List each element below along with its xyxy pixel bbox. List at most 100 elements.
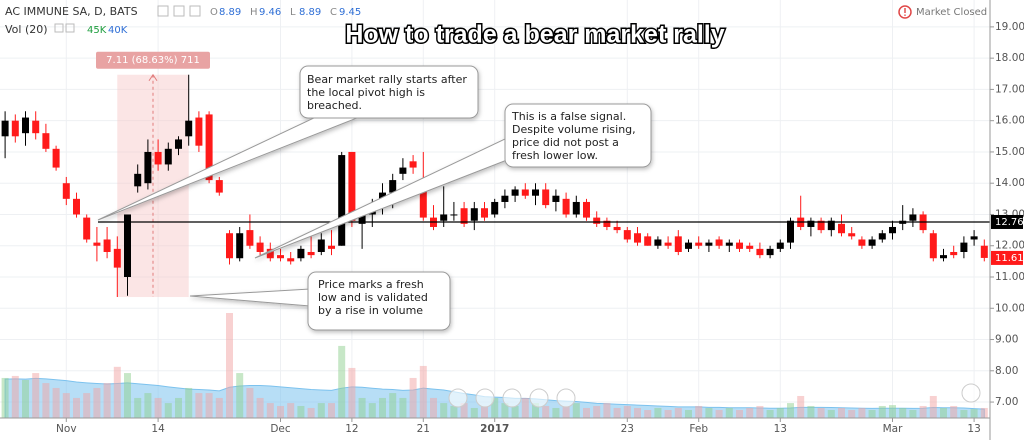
candle-body: [766, 248, 774, 256]
candle-body: [256, 242, 264, 252]
ohlc-legend: O 8.89 H 9.46 L 8.89 C 9.45: [210, 7, 361, 18]
volume-bar: [970, 409, 978, 418]
candle-body: [542, 189, 550, 206]
volume-bar: [817, 407, 825, 418]
candle-body: [450, 214, 458, 216]
nav-button[interactable]: [556, 388, 576, 408]
symbol: AC IMMUNE SA, D, BATS: [5, 5, 138, 18]
volume-bar: [409, 377, 417, 418]
candle-body: [603, 220, 611, 227]
status-icon: [898, 5, 912, 19]
callout-text: Price marks a fresh: [318, 278, 424, 291]
volume-value: 45K: [87, 25, 107, 36]
icon[interactable]: [54, 23, 64, 33]
nav-buttons[interactable]: [448, 383, 981, 408]
candles: [1, 74, 988, 298]
volume-bar: [797, 395, 805, 418]
volume-bar: [725, 407, 733, 418]
candle-body: [317, 239, 325, 252]
ohlc-value: 8.89: [299, 7, 321, 18]
candle-body: [22, 117, 29, 134]
candle-body: [807, 220, 815, 227]
candle-body: [746, 245, 754, 249]
nav-button[interactable]: [502, 388, 522, 408]
nav-button[interactable]: [448, 388, 468, 408]
volume-bar: [552, 407, 560, 418]
nav-button[interactable]: [529, 388, 549, 408]
volume-bar: [868, 409, 876, 418]
volume-bar: [766, 409, 774, 418]
candle-body: [562, 198, 570, 215]
volume-bar: [756, 405, 764, 418]
candle-body: [358, 214, 366, 224]
volume-bar: [266, 403, 274, 418]
volume-bar: [787, 403, 794, 418]
volume-bar: [827, 409, 835, 418]
volume-bar: [848, 409, 856, 418]
candle-body: [11, 120, 19, 137]
icon[interactable]: [173, 5, 185, 17]
icon[interactable]: [65, 23, 75, 33]
volume-bar: [664, 409, 672, 418]
y-tick-label: 18.00: [995, 52, 1024, 64]
header-icons[interactable]: [54, 5, 201, 33]
volume-bar: [11, 375, 19, 418]
candle-body: [1, 120, 9, 137]
volume-bar: [338, 345, 346, 418]
x-tick-label: 13: [967, 423, 980, 435]
volume-bar: [277, 405, 284, 418]
candle-body: [868, 239, 876, 246]
candle-body: [848, 233, 856, 237]
x-tick-label: Feb: [689, 423, 708, 435]
x-tick-label: Dec: [270, 423, 291, 435]
volume-bar: [521, 397, 529, 418]
ohlc-key: H: [250, 7, 258, 18]
candle-body: [154, 151, 162, 165]
volume-bar: [113, 366, 121, 418]
candle-body: [685, 242, 692, 249]
candle-body: [491, 201, 499, 215]
volume-bar: [572, 403, 580, 418]
measure-label: 7.11 (68.63%) 711: [106, 55, 200, 66]
candle-body: [572, 201, 580, 215]
volume-bar: [542, 405, 550, 418]
volume-bar: [328, 403, 335, 418]
candle-body: [277, 255, 284, 259]
scroll-button[interactable]: [961, 383, 981, 403]
nav-button[interactable]: [475, 388, 495, 408]
x-tick-label: 12: [345, 423, 358, 435]
candle-body: [103, 239, 111, 252]
volume-bar: [256, 397, 264, 418]
candle-body: [42, 133, 50, 149]
candle-body: [521, 189, 529, 196]
callout-text: Bear market rally starts after: [307, 73, 467, 86]
volume-bar: [103, 383, 111, 418]
ohlc-value: 9.46: [259, 7, 281, 18]
volume-bar: [450, 405, 458, 418]
candle-body: [705, 242, 713, 246]
candle-body: [838, 223, 845, 234]
icon[interactable]: [157, 5, 169, 17]
ohlc-value: 8.89: [219, 7, 241, 18]
volume-bar: [226, 313, 233, 418]
candle-body: [287, 258, 295, 262]
candle-body: [338, 155, 346, 246]
candle-body: [715, 239, 723, 246]
volume-bar: [175, 397, 182, 418]
x-tick-label: 2017: [480, 423, 509, 435]
volume-bar: [705, 407, 713, 418]
icon[interactable]: [189, 5, 201, 17]
y-tick-label: 11.00: [995, 271, 1024, 283]
volume-bar: [562, 405, 570, 418]
candle-body: [440, 214, 448, 221]
volume-bar: [501, 403, 509, 418]
candle-body: [52, 148, 60, 168]
candle-body: [328, 245, 335, 249]
volume-bar: [960, 409, 968, 418]
last-price-bg: [991, 250, 1023, 265]
axes: 7.008.009.0010.0011.0012.0013.0014.0015.…: [56, 21, 1024, 435]
volume-bar: [736, 409, 743, 418]
candle-body: [756, 248, 764, 256]
volume-bar: [307, 407, 315, 418]
volume-bar: [164, 403, 172, 418]
